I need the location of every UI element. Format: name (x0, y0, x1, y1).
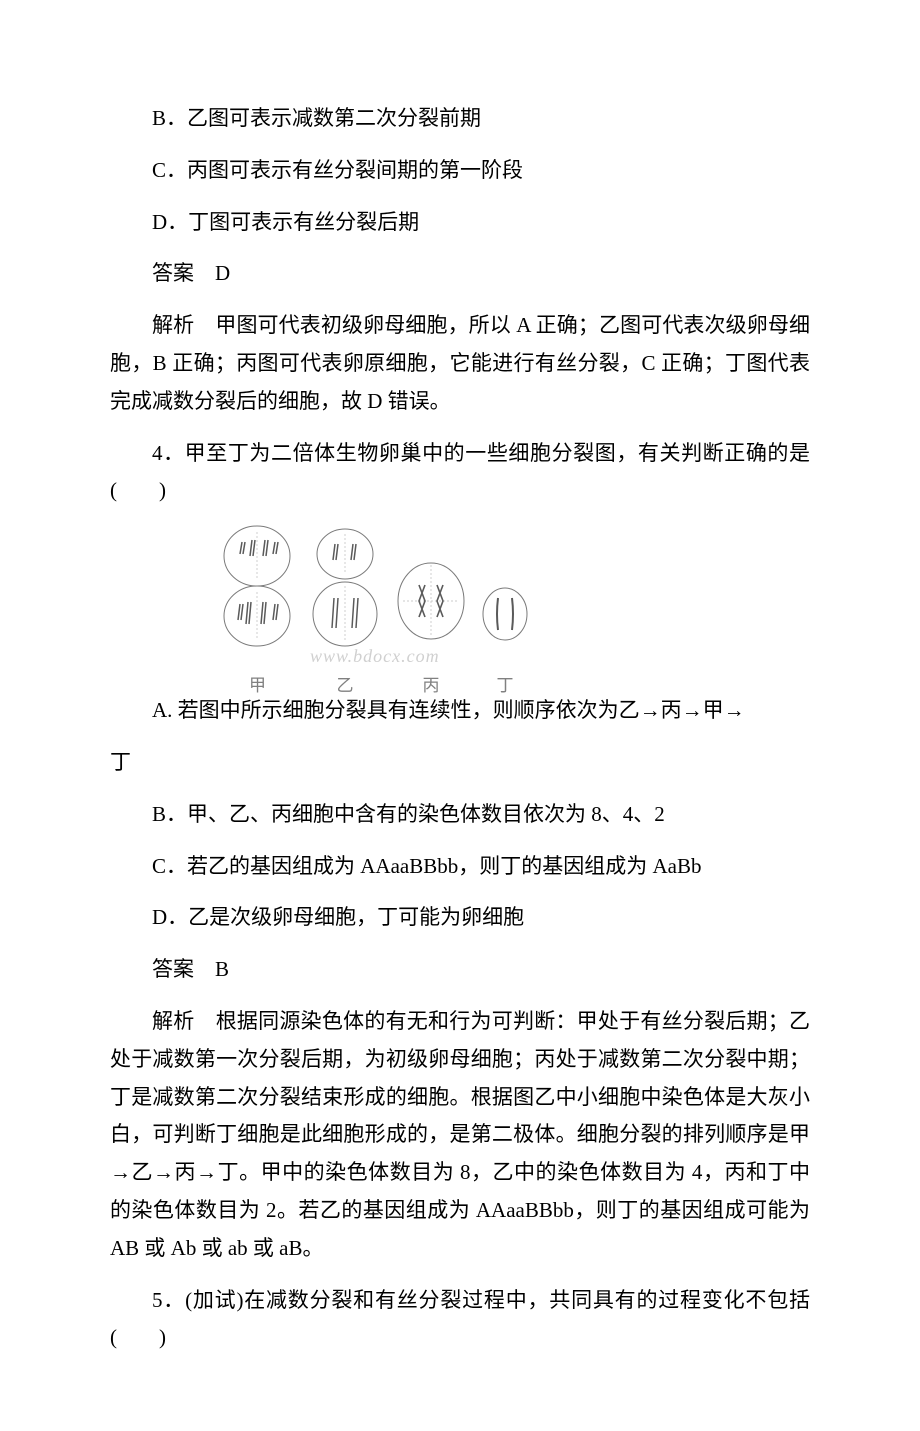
q4-option-b: B．甲、乙、丙细胞中含有的染色体数目依次为 8、4、2 (110, 796, 810, 834)
cell-jia: 甲 (220, 524, 295, 701)
q4-option-a-line2: 丁 (110, 744, 810, 782)
cell-ding: 丁 (480, 584, 530, 701)
q3-option-c: C．丙图可表示有丝分裂间期的第一阶段 (110, 152, 810, 190)
cell-label-yi: 乙 (310, 671, 380, 702)
cell-label-ding: 丁 (480, 671, 530, 702)
q5-stem: 5．(加试)在减数分裂和有丝分裂过程中，共同具有的过程变化不包括( ) (110, 1282, 810, 1358)
q3-option-b: B．乙图可表示减数第二次分裂前期 (110, 100, 810, 138)
q4-answer: 答案 B (110, 951, 810, 989)
q4-option-d: D．乙是次级卵母细胞，丁可能为卵细胞 (110, 899, 810, 937)
q4-explanation: 解析 根据同源染色体的有无和行为可判断：甲处于有丝分裂后期；乙处于减数第一次分裂… (110, 1003, 810, 1268)
q4-figure: 甲 乙 丙 丁 www.bdocx.c (220, 524, 810, 684)
q4-option-c: C．若乙的基因组成为 AAaaBBbb，则丁的基因组成为 AaBb (110, 848, 810, 886)
cell-yi: 乙 (310, 524, 380, 701)
cell-label-jia: 甲 (220, 671, 295, 702)
q3-answer: 答案 D (110, 255, 810, 293)
q4-stem: 4．甲至丁为二倍体生物卵巢中的一些细胞分裂图，有关判断正确的是( ) (110, 435, 810, 511)
cell-bing: 丙 (395, 559, 467, 701)
cell-label-bing: 丙 (395, 671, 467, 702)
q3-explanation: 解析 甲图可代表初级卵母细胞，所以 A 正确；乙图可代表次级卵母细胞，B 正确；… (110, 307, 810, 420)
q3-option-d: D．丁图可表示有丝分裂后期 (110, 204, 810, 242)
watermark: www.bdocx.com (310, 640, 440, 672)
